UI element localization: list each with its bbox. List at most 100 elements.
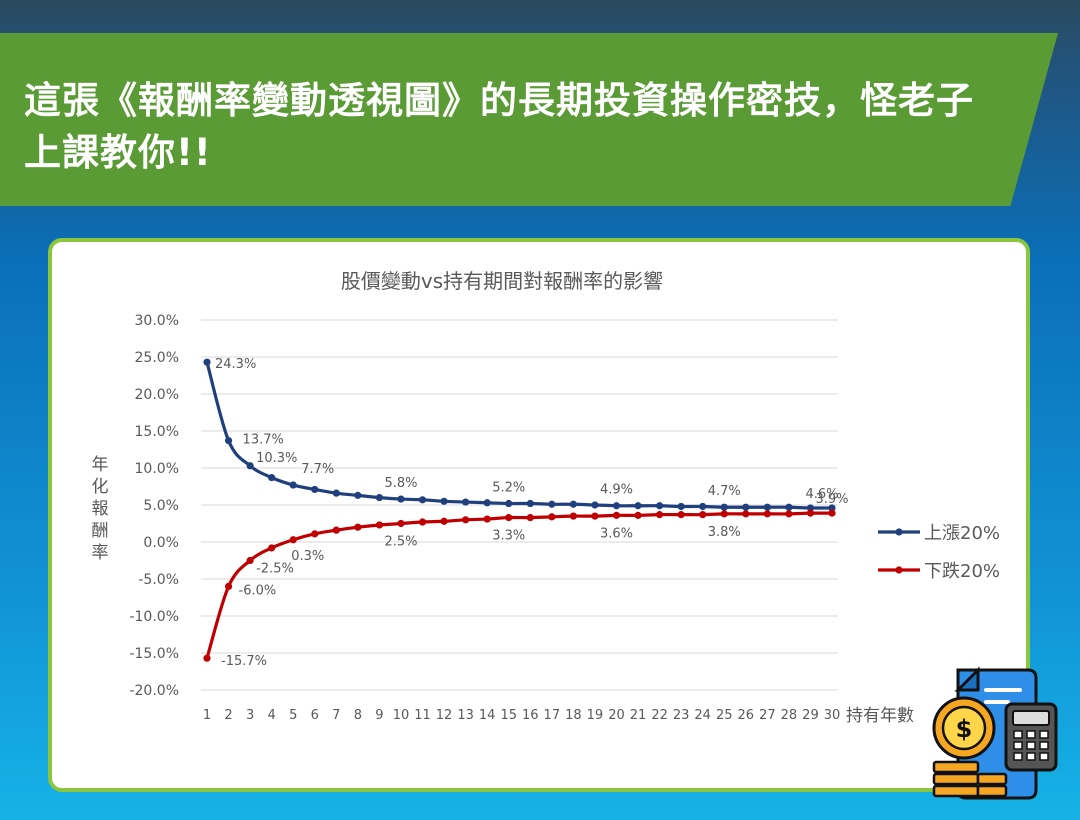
x-tick-label: 5 — [289, 708, 297, 723]
page-title: 這張《報酬率變動透視圖》的長期投資操作密技，怪老子上課教你!! — [24, 79, 974, 174]
data-point-1 — [699, 511, 707, 519]
data-label: 0.3% — [291, 549, 324, 564]
data-point-0 — [397, 495, 405, 503]
legend-label-0: 上漲20% — [924, 523, 1000, 544]
data-point-0 — [505, 499, 513, 508]
data-point-0 — [720, 503, 728, 511]
data-point-0 — [332, 489, 340, 497]
x-tick-label: 12 — [436, 708, 453, 723]
data-point-1 — [462, 516, 470, 524]
y-axis-label-char: 報 — [92, 499, 109, 519]
data-point-0 — [742, 503, 750, 511]
x-tick-label: 22 — [651, 708, 668, 723]
data-point-0 — [375, 494, 384, 502]
x-tick-label: 13 — [457, 708, 474, 723]
data-label: -6.0% — [239, 583, 277, 598]
data-label: 24.3% — [215, 357, 256, 372]
data-point-0 — [634, 502, 642, 510]
data-point-1 — [483, 515, 491, 523]
data-point-0 — [655, 502, 664, 510]
legend-label-1: 下跌20% — [924, 561, 1000, 582]
data-point-1 — [311, 530, 319, 538]
data-point-0 — [526, 499, 534, 508]
data-point-1 — [246, 556, 254, 565]
x-tick-label: 29 — [802, 708, 819, 723]
data-point-1 — [763, 510, 771, 518]
y-tick-label: 10.0% — [135, 461, 179, 477]
data-label: 4.7% — [708, 484, 741, 499]
x-tick-label: 18 — [565, 708, 582, 723]
data-label: 7.7% — [301, 462, 334, 477]
x-tick-label: 16 — [522, 708, 539, 723]
data-point-0 — [203, 358, 211, 366]
data-point-1 — [742, 510, 750, 518]
data-point-0 — [440, 497, 448, 505]
data-point-1 — [720, 510, 728, 518]
y-axis-label-char: 化 — [92, 477, 109, 497]
data-point-1 — [354, 523, 362, 531]
y-tick-label: -15.0% — [129, 646, 179, 662]
data-point-1 — [440, 517, 448, 525]
x-tick-label: 7 — [332, 708, 340, 723]
data-label: 2.5% — [384, 535, 417, 550]
data-point-0 — [569, 500, 577, 508]
y-tick-label: 20.0% — [135, 387, 179, 403]
data-point-1 — [332, 526, 340, 534]
x-tick-label: 8 — [354, 708, 362, 723]
legend-marker-0 — [895, 528, 903, 536]
line-chart: 股價變動vs持有期間對報酬率的影響30.0%25.0%20.0%15.0%10.… — [92, 269, 1001, 726]
chart-card: 股價變動vs持有期間對報酬率的影響 30.0% 25.0% 20.0% 15.0% 10.… — [48, 238, 1030, 792]
y-axis-label-char: 率 — [92, 543, 109, 563]
legend-marker-1 — [895, 566, 903, 574]
data-point-0 — [418, 496, 427, 504]
x-axis-label: 持有年數 — [846, 706, 914, 726]
data-point-1 — [569, 512, 577, 520]
x-tick-label: 3 — [246, 708, 254, 723]
data-point-0 — [268, 474, 276, 482]
data-point-0 — [806, 504, 815, 512]
data-point-1 — [785, 510, 793, 518]
data-point-0 — [677, 502, 685, 511]
y-tick-label: -5.0% — [138, 572, 179, 588]
x-tick-label: 15 — [500, 708, 517, 723]
data-point-0 — [224, 437, 233, 445]
data-point-0 — [462, 498, 470, 506]
data-label: 3.8% — [708, 525, 741, 540]
data-point-1 — [591, 512, 599, 520]
x-tick-label: 25 — [716, 708, 733, 723]
title-banner: 這張《報酬率變動透視圖》的長期投資操作密技，怪老子上課教你!! — [0, 33, 1058, 206]
data-point-0 — [354, 491, 362, 499]
data-point-1 — [268, 544, 276, 552]
x-tick-label: 1 — [203, 708, 211, 723]
data-point-0 — [483, 499, 491, 507]
data-point-0 — [828, 504, 836, 512]
data-point-1 — [526, 513, 534, 522]
chart-title: 股價變動vs持有期間對報酬率的影響 — [341, 269, 663, 293]
x-tick-label: 26 — [738, 708, 755, 723]
data-point-1 — [806, 509, 815, 517]
x-tick-label: 19 — [587, 708, 604, 723]
data-point-0 — [548, 500, 556, 508]
x-tick-label: 10 — [393, 708, 410, 723]
x-tick-label: 6 — [311, 708, 319, 723]
x-tick-label: 14 — [479, 708, 496, 723]
x-tick-label: 24 — [694, 708, 711, 723]
svg-text:$: $ — [956, 715, 973, 743]
x-tick-label: 27 — [759, 708, 776, 723]
data-point-1 — [289, 536, 297, 544]
data-point-1 — [418, 518, 427, 526]
y-axis-label-char: 年 — [92, 455, 109, 475]
data-label: 10.3% — [256, 451, 297, 466]
data-point-1 — [548, 513, 556, 521]
y-tick-label: 0.0% — [143, 535, 179, 551]
x-tick-label: 21 — [630, 708, 647, 723]
data-point-1 — [828, 509, 836, 517]
data-point-1 — [224, 582, 233, 590]
x-tick-label: 23 — [673, 708, 690, 723]
y-tick-label: -20.0% — [129, 683, 179, 699]
y-tick-label: 5.0% — [143, 498, 179, 514]
data-point-0 — [763, 503, 771, 511]
data-point-1 — [612, 511, 621, 519]
x-tick-label: 28 — [781, 708, 798, 723]
x-tick-label: 11 — [414, 708, 431, 723]
